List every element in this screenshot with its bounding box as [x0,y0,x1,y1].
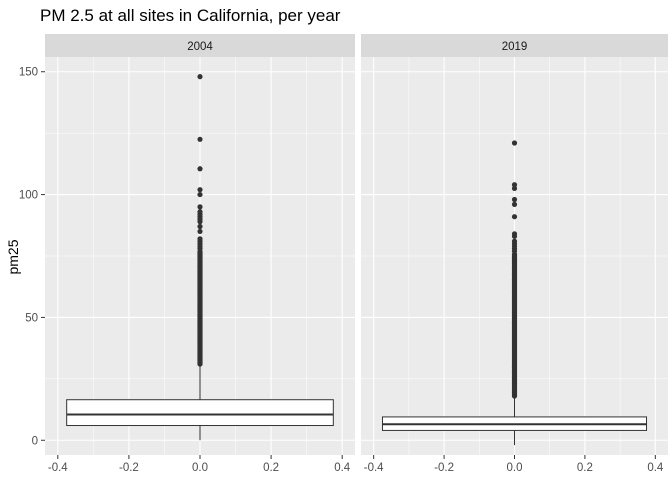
y-tick-label: 100 [19,190,38,202]
outlier-point [511,185,518,192]
outlier-point [197,204,203,210]
outlier-point [197,136,203,142]
outlier-point [511,196,518,203]
y-tick-label: 150 [19,67,38,79]
x-tick-label: -0.4 [364,462,384,474]
outlier-point [197,166,203,172]
facet-panel-2004: 2004 -0.4 -0.2 0.0 0.2 0.4 [45,34,355,474]
y-tick-label: 0 [32,435,38,447]
outlier-point [197,74,203,80]
facet-strip-label: 2004 [187,41,213,53]
outlier-point [197,228,203,235]
facet-strip [45,34,355,57]
x-tick-label: 0.4 [647,462,664,474]
facet-strip [361,34,668,57]
outlier-point [197,187,203,193]
facet-panel-2019: 2019 -0.4 -0.2 0.0 0.2 0.4 [361,34,668,474]
outlier-point [511,140,518,146]
x-tick-label: 0.0 [192,462,208,474]
outlier-point [511,201,518,208]
outlier-point [197,191,203,198]
x-tick-label: 0.4 [334,462,351,474]
x-tick-label: 0.2 [263,462,279,474]
x-tick-label: -0.4 [48,462,68,474]
x-tick-label: 0.2 [577,462,593,474]
outlier-point [511,231,518,237]
outlier-point [197,223,203,230]
facet-panels: 0 50 100 150 2004 -0.4 -0.2 0.0 0.2 0.4 2019 -0.4 -0… [19,34,668,474]
box-iqr [66,399,334,427]
x-tick-label: -0.2 [119,462,139,474]
chart-title: PM 2.5 at all sites in California, per y… [40,6,341,25]
x-tick-label: -0.2 [434,462,454,474]
facet-strip-label: 2019 [502,41,528,53]
y-tick-label: 50 [25,312,38,324]
y-axis-title: pm25 [5,239,21,274]
outlier-point [197,209,203,215]
outlier-point [511,238,518,244]
outlier-point [197,236,203,242]
x-tick-label: 0.0 [507,462,523,474]
outlier-point [511,214,518,220]
outlier-point [511,182,518,188]
